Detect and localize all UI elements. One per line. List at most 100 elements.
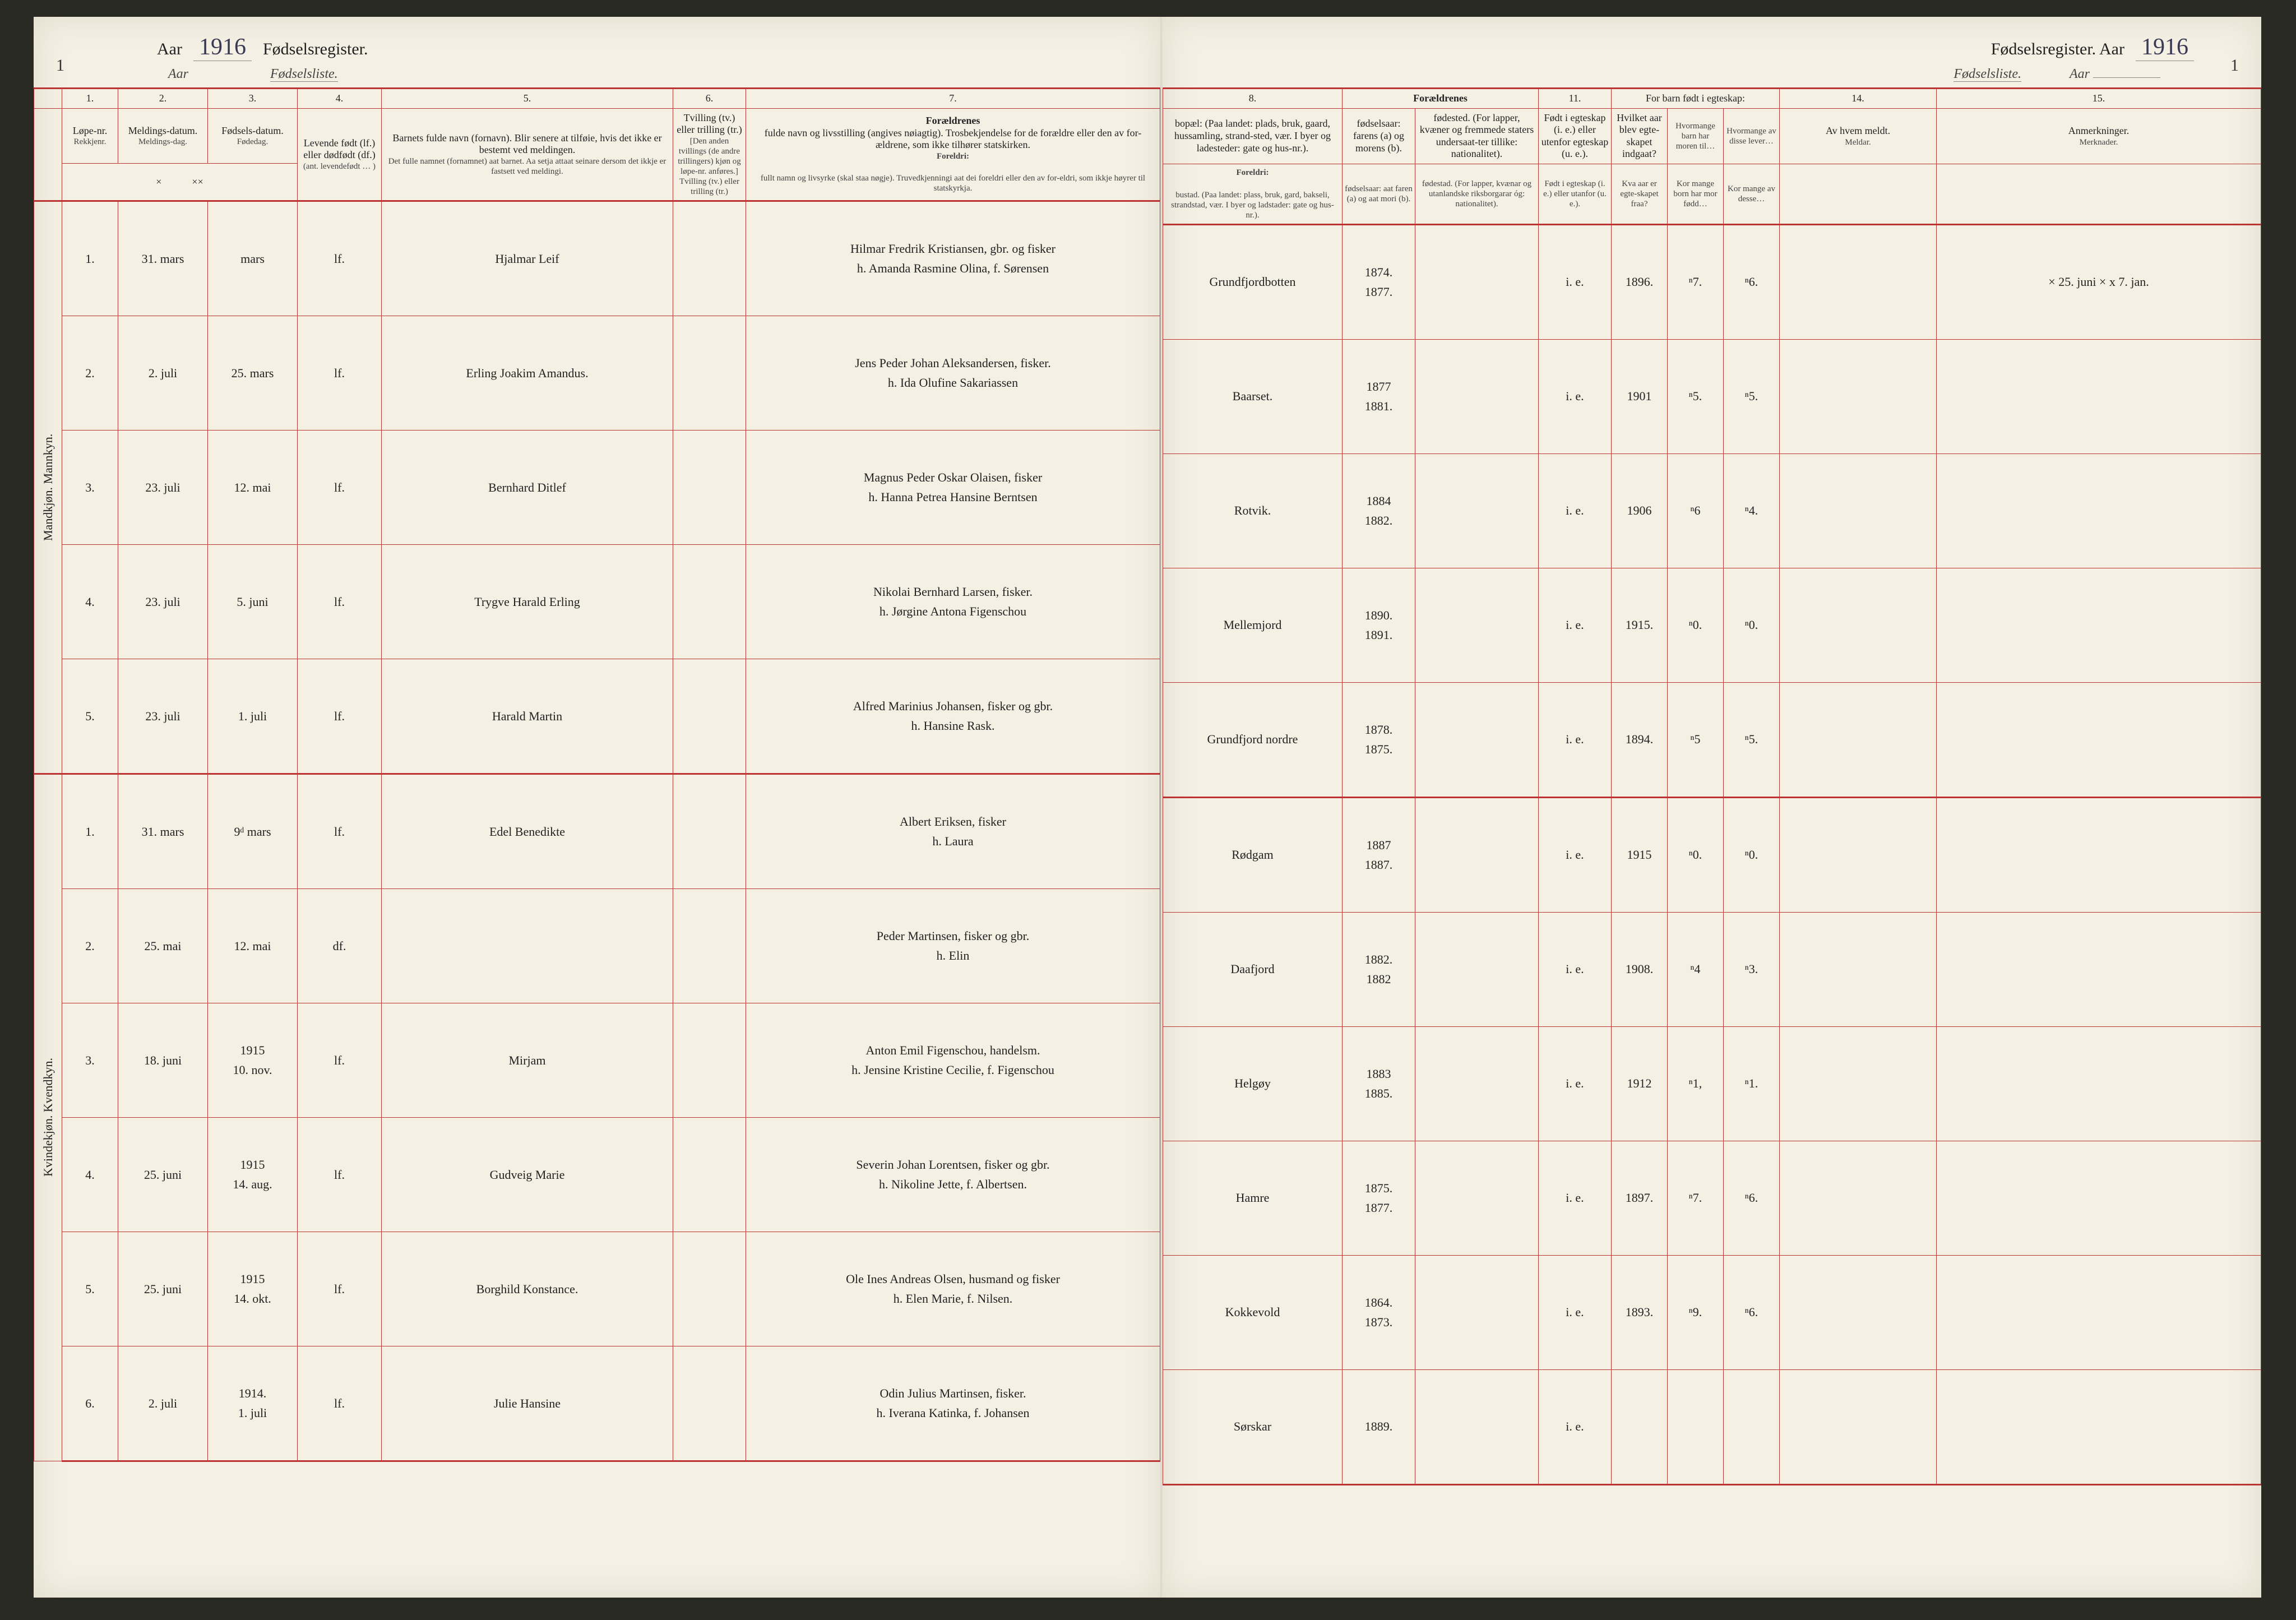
cell [673, 1117, 746, 1232]
col-header: Foreldri:bustad. (Paa landet: plass, bru… [1163, 164, 1343, 224]
col-header: Hvormange barn har moren til… [1668, 108, 1724, 164]
cell: mars [208, 201, 298, 316]
cell [1937, 797, 2261, 912]
cell: 23. juli [118, 544, 208, 659]
cell: 1901 [1612, 339, 1668, 453]
cell [673, 1232, 746, 1346]
cell: lf. [298, 1117, 382, 1232]
cell: ⁿ0. [1724, 568, 1780, 682]
cell: 1889. [1343, 1369, 1415, 1484]
colnum: 4. [298, 89, 382, 109]
cell: i. e. [1539, 224, 1612, 339]
header-right-sub: Fødselsliste. [1954, 67, 2021, 82]
cell: Gudveig Marie [382, 1117, 673, 1232]
cell: lf. [298, 659, 382, 774]
cell: Hjalmar Leif [382, 201, 673, 316]
cell [1780, 682, 1937, 797]
table-row: Grundfjord nordre1878.1875.i. e.1894.ⁿ5ⁿ… [1163, 682, 2261, 797]
cell: ⁿ5. [1724, 682, 1780, 797]
table-row: 6.2. juli1914.1. julilf.Julie HansineOdi… [34, 1346, 1160, 1461]
cell: ⁿ3. [1724, 912, 1780, 1026]
table-row: Kvindekjøn. Kvendkyn.1.31. mars9ᵈ marslf… [34, 774, 1160, 888]
col-header: Hvilket aar blev egte-skapet indgaat? [1612, 108, 1668, 164]
table-row: Mandkjøn. Mannkyn.1.31. marsmarslf.Hjalm… [34, 201, 1160, 316]
cell: 2. juli [118, 1346, 208, 1461]
cell: 191510. nov. [208, 1003, 298, 1117]
cell [1415, 682, 1539, 797]
cell [1780, 568, 1937, 682]
cell: Daafjord [1163, 912, 1343, 1026]
cell [673, 774, 746, 888]
cell [1415, 568, 1539, 682]
cell: 3. [62, 430, 118, 544]
cell: i. e. [1539, 1026, 1612, 1141]
colnum: 5. [382, 89, 673, 109]
ledger-table-left: 1. 2. 3. 4. 5. 6. 7. Løpe-nr.Rekkjenr. M… [34, 87, 1160, 1462]
cell: Kokkevold [1163, 1255, 1343, 1369]
col-header: Født i egteskap (i. e.) eller utenfor eg… [1539, 108, 1612, 164]
table-row: 2.25. mai12. maidf.Peder Martinsen, fisk… [34, 888, 1160, 1003]
cell: 2. juli [118, 316, 208, 430]
col-header: Anmerkninger.Merknader. [1937, 108, 2261, 164]
cell: 191514. okt. [208, 1232, 298, 1346]
cell [1415, 797, 1539, 912]
col-header: Tvilling (tv.) eller trilling (tr.)[Den … [673, 108, 746, 201]
cell [1668, 1369, 1724, 1484]
cell [1415, 1026, 1539, 1141]
col-header: Kor mange born har mor fødd… [1668, 164, 1724, 224]
cell: 1893. [1612, 1255, 1668, 1369]
cell [382, 888, 673, 1003]
cell: Mellemjord [1163, 568, 1343, 682]
cell: ⁿ0. [1668, 797, 1724, 912]
cell: 191514. aug. [208, 1117, 298, 1232]
aar-sub: Aar [168, 67, 188, 81]
cell [673, 659, 746, 774]
cell [1937, 1255, 2261, 1369]
cell: 1874.1877. [1343, 224, 1415, 339]
cell: Erling Joakim Amandus. [382, 316, 673, 430]
cell: ⁿ6. [1724, 1255, 1780, 1369]
colnum: 2. [118, 89, 208, 109]
table-row: Grundfjordbotten1874.1877.i. e.1896.ⁿ7.ⁿ… [1163, 224, 2261, 339]
cell: lf. [298, 774, 382, 888]
cell: 9ᵈ mars [208, 774, 298, 888]
cell: ⁿ0. [1668, 568, 1724, 682]
cell: 1915 [1612, 797, 1668, 912]
cell [673, 430, 746, 544]
col-header: Av hvem meldt.Meldar. [1780, 108, 1937, 164]
cell: 1875.1877. [1343, 1141, 1415, 1255]
cell: i. e. [1539, 568, 1612, 682]
cell: 4. [62, 1117, 118, 1232]
side-col [34, 108, 62, 201]
cell: 5. [62, 659, 118, 774]
cell: 1914.1. juli [208, 1346, 298, 1461]
table-row: Helgøy18831885.i. e.1912ⁿ1,ⁿ1. [1163, 1026, 2261, 1141]
cell: 2. [62, 888, 118, 1003]
page-number-right: 1 [2230, 56, 2239, 75]
header-left-title: Fødselsregister. [263, 40, 368, 59]
cell: lf. [298, 1346, 382, 1461]
cell [673, 544, 746, 659]
page-right: 1 Fødselsregister. Aar 1916 Fødselsliste… [1161, 17, 2261, 1598]
cell: 1. [62, 201, 118, 316]
cell: Bernhard Ditlef [382, 430, 673, 544]
cell: Rotvik. [1163, 453, 1343, 568]
cell: ⁿ1. [1724, 1026, 1780, 1141]
col-header: Kva aar er egte-skapet fraa? [1612, 164, 1668, 224]
cell: 25. mai [118, 888, 208, 1003]
cell [1780, 1369, 1937, 1484]
colnum: 8. [1163, 89, 1343, 109]
cell [673, 1346, 746, 1461]
col-header: Løpe-nr.Rekkjenr. [62, 108, 118, 164]
col-header: bopæl: (Paa landet: plads, bruk, gaard, … [1163, 108, 1343, 164]
cell: 18831885. [1343, 1026, 1415, 1141]
cell: 18771881. [1343, 339, 1415, 453]
cell [1937, 1369, 2261, 1484]
cell: 18. juni [118, 1003, 208, 1117]
col-header: Hvormange av disse lever… [1724, 108, 1780, 164]
col-header: fødested. (For lapper, kvæner og fremmed… [1415, 108, 1539, 164]
cell: 1908. [1612, 912, 1668, 1026]
table-row: Daafjord1882.1882i. e.1908.ⁿ4ⁿ3. [1163, 912, 2261, 1026]
cell: ⁿ4. [1724, 453, 1780, 568]
cell [673, 1003, 746, 1117]
